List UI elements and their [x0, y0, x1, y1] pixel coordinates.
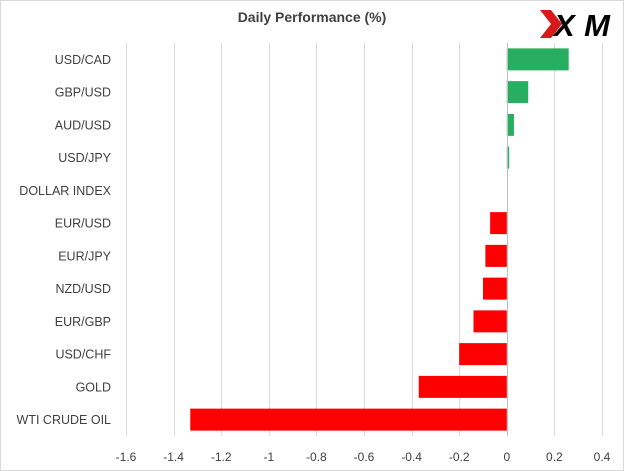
x-tick-label-3: -1 [263, 450, 274, 464]
bar-5 [490, 212, 507, 235]
x-tick-label-6: -0.4 [401, 450, 422, 464]
category-label-5: EUR/USD [55, 217, 111, 231]
bar-2 [506, 113, 514, 136]
bar-9 [459, 343, 507, 366]
xm-logo: XM [540, 8, 611, 42]
x-tick-label-10: 0.4 [594, 450, 611, 464]
x-tick-label-4: -0.8 [306, 450, 327, 464]
category-label-10: GOLD [76, 380, 111, 394]
bar-1 [506, 81, 529, 104]
bar-10 [418, 375, 507, 398]
category-label-0: USD/CAD [55, 53, 111, 67]
category-label-8: EUR/GBP [55, 315, 111, 329]
category-label-3: USD/JPY [58, 151, 111, 165]
category-label-1: GBP/USD [55, 86, 111, 100]
bar-8 [473, 310, 507, 333]
bar-11 [190, 408, 507, 431]
logo-accent-mark [540, 10, 562, 38]
x-tick-label-2: -1.2 [211, 450, 232, 464]
x-tick-label-0: -1.6 [116, 450, 137, 464]
category-label-9: USD/CHF [55, 348, 111, 362]
category-label-11: WTI CRUDE OIL [17, 413, 111, 427]
bar-6 [485, 244, 507, 267]
x-tick-label-5: -0.6 [354, 450, 375, 464]
x-tick-label-9: 0.2 [546, 450, 563, 464]
x-tick-label-1: -1.4 [163, 450, 184, 464]
x-tick-label-8: 0 [503, 450, 510, 464]
category-label-2: AUD/USD [55, 118, 111, 132]
x-tick-label-7: -0.2 [449, 450, 470, 464]
chart-title: Daily Performance (%) [237, 9, 387, 25]
category-label-6: EUR/JPY [58, 249, 111, 263]
category-label-7: NZD/USD [55, 282, 111, 296]
bar-7 [483, 277, 507, 300]
category-label-4: DOLLAR INDEX [19, 184, 111, 198]
bar-0 [506, 48, 569, 71]
